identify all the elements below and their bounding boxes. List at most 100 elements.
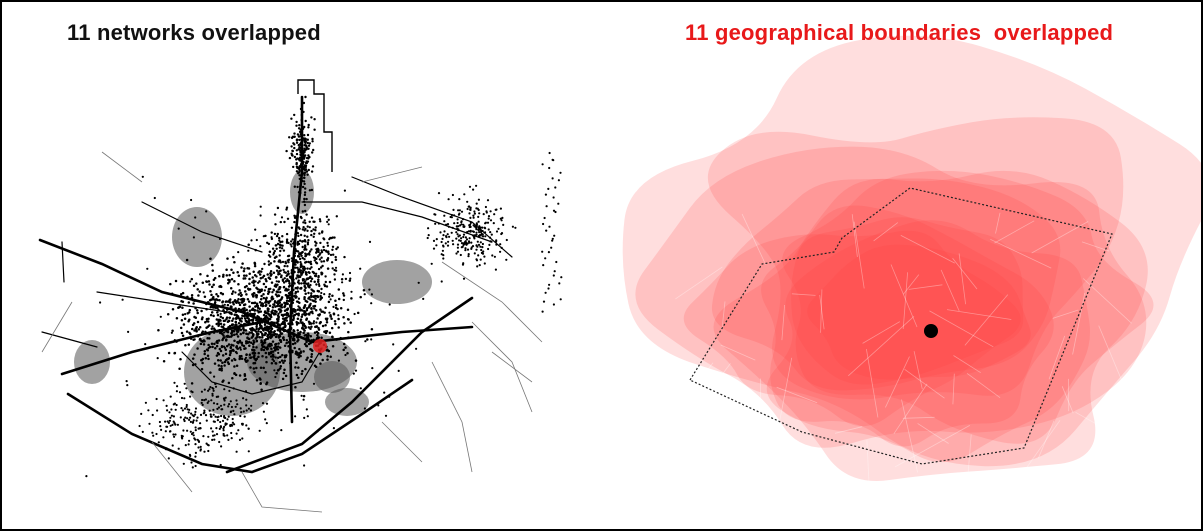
network-node (265, 402, 269, 405)
network-node (487, 215, 491, 218)
network-node (559, 298, 562, 301)
network-node (303, 305, 306, 308)
network-node (456, 243, 460, 246)
network-node (349, 321, 352, 324)
network-node (216, 358, 220, 362)
network-node (287, 261, 290, 264)
network-node (228, 299, 231, 302)
street-line (966, 372, 1001, 399)
network-node (173, 402, 176, 405)
network-node (310, 248, 313, 251)
network-node (307, 285, 310, 288)
network-node (332, 305, 335, 308)
network-node (479, 234, 482, 237)
network-node (284, 260, 287, 264)
network-node (311, 140, 314, 143)
network-node (456, 246, 459, 249)
network-node (172, 433, 175, 436)
network-node (334, 266, 338, 269)
network-node (262, 282, 266, 286)
network-node (229, 424, 232, 427)
network-node (261, 402, 265, 405)
network-node (265, 355, 268, 359)
network-node (475, 184, 478, 187)
network-node (147, 409, 150, 412)
network-node (282, 371, 286, 375)
street-line (834, 426, 863, 434)
network-node (258, 307, 261, 310)
network-node (299, 159, 302, 162)
network-node (481, 235, 485, 238)
network-node (277, 315, 280, 319)
network-node (489, 231, 492, 234)
network-node (210, 285, 214, 289)
network-node (293, 270, 296, 274)
network-node (285, 274, 288, 278)
street-grid (667, 212, 1132, 508)
network-node (296, 317, 300, 321)
network-node (251, 294, 255, 297)
network-node (297, 143, 300, 147)
network-node (456, 233, 459, 236)
network-node (475, 222, 478, 225)
network-node (151, 413, 154, 417)
network-node (192, 236, 195, 239)
network-node (285, 240, 289, 243)
network-node (315, 283, 318, 286)
network-node (191, 363, 195, 367)
network-node (194, 451, 197, 454)
network-node (307, 312, 311, 315)
network-node (337, 359, 340, 362)
network-node (279, 244, 283, 247)
network-node (216, 402, 219, 406)
network-node (230, 405, 233, 409)
network-node (296, 166, 299, 170)
network-node (193, 299, 196, 303)
network-node (281, 260, 285, 264)
network-node (305, 170, 309, 173)
network-node (459, 239, 462, 242)
network-node (292, 242, 295, 245)
network-node (455, 237, 458, 240)
network-node (475, 248, 478, 251)
network-node (238, 317, 242, 321)
network-node (209, 371, 212, 374)
network-node (317, 250, 320, 254)
street-line (913, 351, 923, 390)
network-node (258, 273, 262, 276)
network-node (354, 359, 358, 362)
network-node (289, 243, 292, 246)
network-node (283, 309, 287, 313)
network-node (324, 306, 327, 309)
network-node (295, 217, 298, 220)
network-node (359, 267, 362, 270)
network-node (260, 348, 263, 352)
network-node (319, 220, 322, 223)
network-node (291, 331, 294, 334)
network-node (275, 265, 278, 268)
center-marker (924, 324, 938, 338)
network-node (472, 224, 475, 227)
network-node (478, 264, 481, 267)
network-node (295, 320, 298, 324)
network-node (228, 353, 232, 357)
network-node (205, 320, 208, 323)
network-node (450, 216, 453, 219)
network-node (303, 416, 306, 419)
network-node (487, 228, 490, 231)
network-node (295, 149, 298, 152)
network-node (213, 298, 216, 301)
network-node (174, 433, 177, 436)
network-node (366, 338, 369, 341)
network-node (282, 281, 286, 284)
network-node (342, 292, 345, 295)
network-node (299, 233, 303, 237)
network-node (198, 290, 201, 293)
network-node (442, 254, 445, 257)
network-node (295, 138, 299, 141)
network-node (271, 306, 275, 309)
network-node (304, 338, 308, 342)
road-line (225, 296, 474, 474)
network-node (227, 438, 230, 441)
network-node (235, 344, 239, 348)
